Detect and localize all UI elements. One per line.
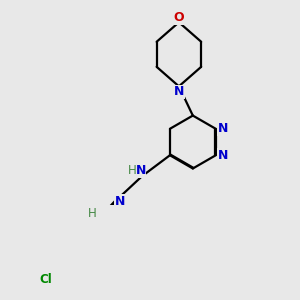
Text: N: N: [174, 85, 184, 98]
Text: O: O: [174, 11, 184, 24]
Text: N: N: [218, 149, 228, 162]
Text: H: H: [88, 206, 96, 220]
Text: H: H: [128, 164, 137, 177]
Text: N: N: [218, 122, 228, 135]
Text: N: N: [136, 164, 146, 177]
Text: Cl: Cl: [39, 273, 52, 286]
Text: N: N: [115, 195, 125, 208]
